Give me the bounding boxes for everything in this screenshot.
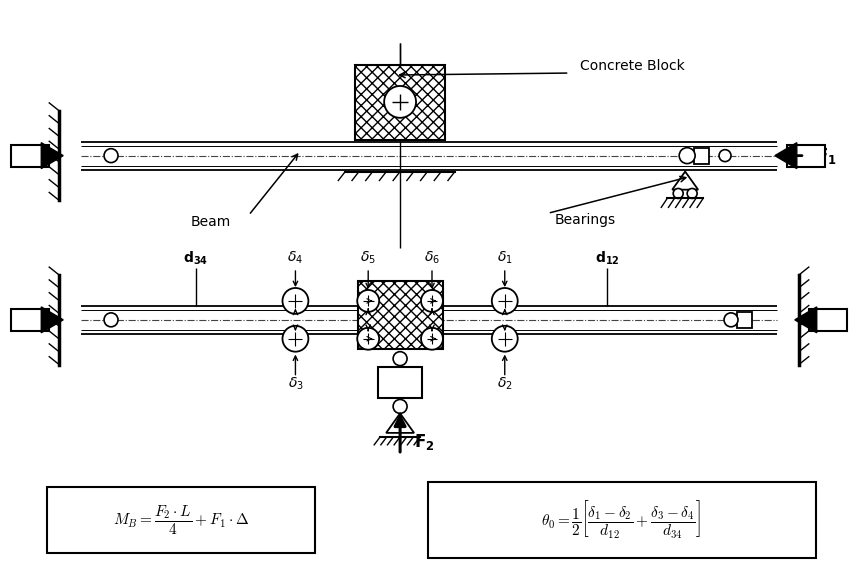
Text: Concrete Block: Concrete Block [579,59,685,73]
Circle shape [492,288,517,314]
Circle shape [687,189,698,198]
Text: $\mathbf{d_{34}}$: $\mathbf{d_{34}}$ [184,249,208,267]
Text: $\mathbf{d_{12}}$: $\mathbf{d_{12}}$ [595,249,619,267]
Text: $\delta_4$: $\delta_4$ [287,250,304,267]
Circle shape [421,290,443,312]
Text: $\delta_3$: $\delta_3$ [287,375,304,392]
Polygon shape [795,307,817,333]
Circle shape [393,399,407,414]
Polygon shape [775,142,797,169]
Text: $\mathbf{F_1}$: $\mathbf{F_1}$ [21,310,42,330]
Circle shape [674,189,683,198]
Text: $\delta_6$: $\delta_6$ [424,250,440,267]
Text: Beam: Beam [190,215,231,229]
Bar [11,145,49,166]
Circle shape [357,290,379,312]
Text: $\delta_2$: $\delta_2$ [497,375,512,392]
Bar [787,145,825,166]
Text: $\delta_1$: $\delta_1$ [497,250,512,267]
Circle shape [492,326,517,352]
Bar [737,312,752,328]
Polygon shape [386,414,414,433]
Circle shape [384,86,416,118]
Circle shape [282,288,308,314]
FancyBboxPatch shape [47,487,316,553]
Text: $\mathbf{F_1}$: $\mathbf{F_1}$ [816,310,837,330]
Text: $\delta_5$: $\delta_5$ [360,250,376,267]
Circle shape [719,150,731,162]
Text: $\mathbf{F_1}$: $\mathbf{F_1}$ [21,146,42,166]
Text: $\mathbf{F_1}$: $\mathbf{F_1}$ [816,146,837,166]
Bar [355,65,445,140]
Text: $\theta_0 = \dfrac{1}{2}\left[\dfrac{\delta_1 - \delta_2}{d_{12}} + \dfrac{\delt: $\theta_0 = \dfrac{1}{2}\left[\dfrac{\de… [541,499,702,541]
Circle shape [680,148,695,164]
Bar [694,148,709,164]
Circle shape [421,328,443,349]
Circle shape [724,313,738,327]
Bar [378,367,422,399]
Bar [11,309,49,331]
Circle shape [393,352,407,366]
Circle shape [104,149,118,162]
Circle shape [357,328,379,349]
Polygon shape [41,142,63,169]
FancyBboxPatch shape [428,482,816,558]
Circle shape [282,326,308,352]
Text: $\mathbf{F_2}$: $\mathbf{F_2}$ [414,432,435,452]
Bar [359,281,443,349]
Text: $M_B = \dfrac{F_2 \cdot L}{4} + F_1 \cdot \Delta$: $M_B = \dfrac{F_2 \cdot L}{4} + F_1 \cdo… [112,503,249,537]
Polygon shape [41,307,63,333]
Bar [809,309,847,331]
Text: Bearings: Bearings [554,213,616,227]
Circle shape [104,313,118,327]
Polygon shape [672,172,698,190]
